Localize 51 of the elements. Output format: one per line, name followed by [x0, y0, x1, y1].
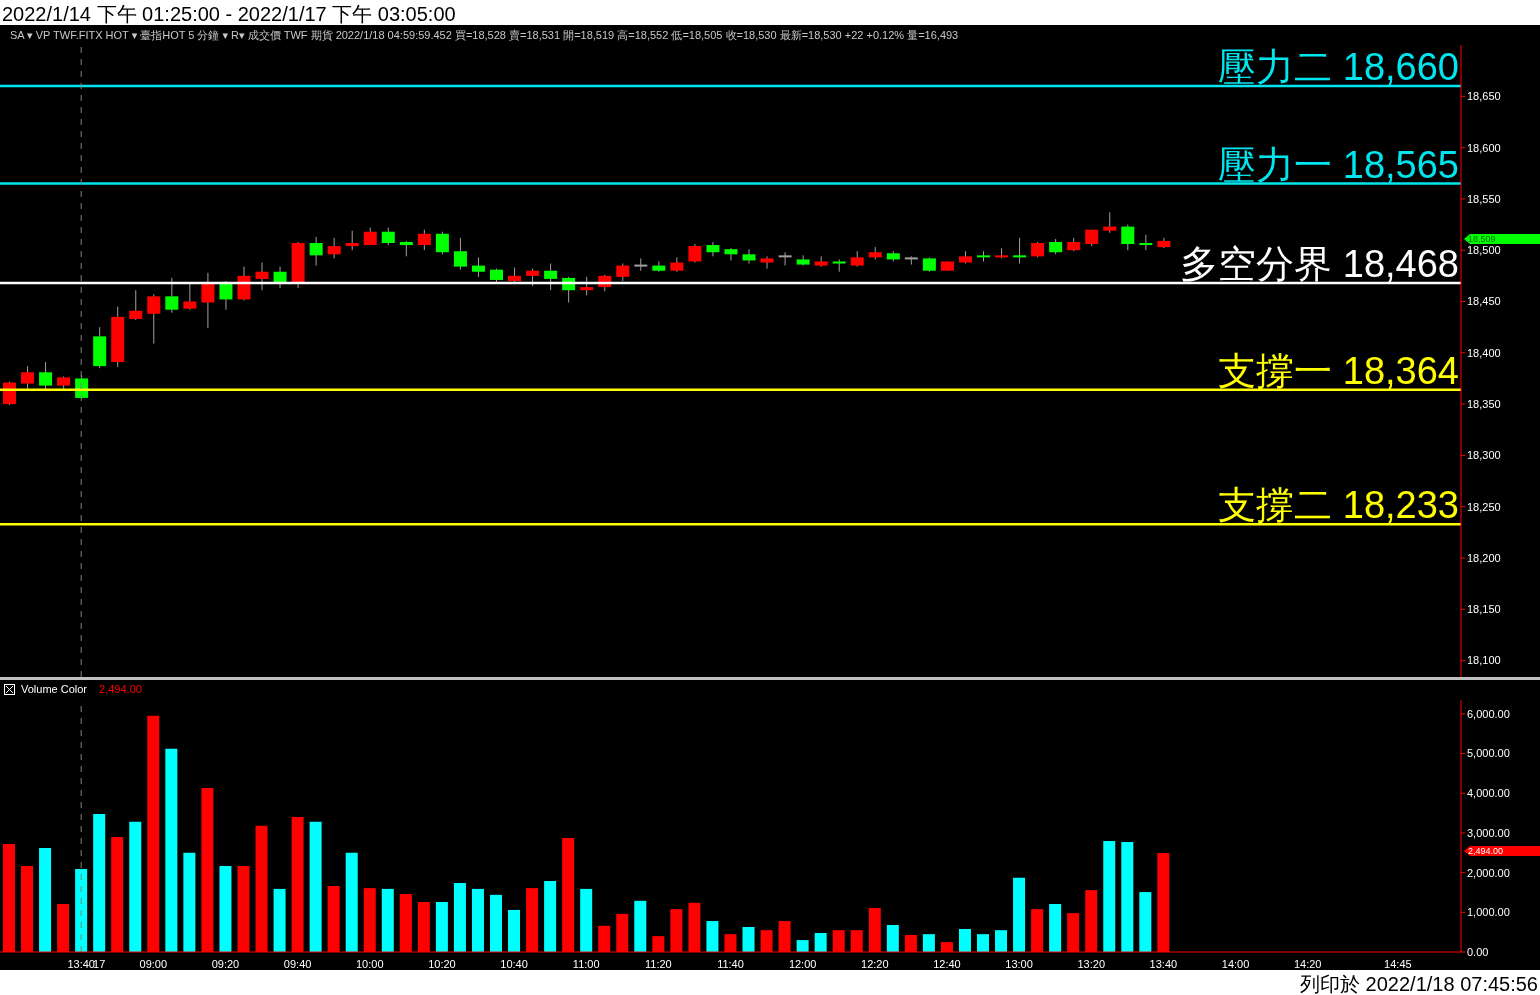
x-tick-label: 13:40 [1149, 957, 1178, 970]
x-tick-label: 14:45 [1384, 957, 1412, 970]
ref-line-label: 多空分界 18,468 [1180, 243, 1459, 286]
x-tick-label: 09:00 [139, 957, 168, 970]
x-tick-label: 10:00 [355, 957, 384, 970]
y-tick-label: 18,550 [1467, 192, 1501, 205]
ref-line-label: 壓力二 18,660 [1218, 46, 1459, 89]
x-tick-label: 09:40 [283, 957, 312, 970]
x-tick-label: 10:20 [428, 957, 456, 970]
y-tick-label: 18,250 [1467, 500, 1501, 513]
y-tick-label: 3,000.00 [1467, 826, 1510, 839]
y-tick-label: 0.00 [1467, 945, 1489, 958]
y-tick-label: 18,600 [1467, 141, 1501, 154]
chart-title: Volume Color [21, 683, 88, 695]
x-tick-label: 13:20 [1077, 957, 1106, 970]
text: 2,494.00 [1464, 846, 1540, 857]
y-tick-label: 2,000.00 [1467, 866, 1510, 879]
x-tick-label: 17 [93, 957, 106, 970]
x-tick-label: 09:20 [211, 957, 240, 970]
text: 18,509 [1464, 233, 1540, 244]
chart-subtitle: SA ▾ VP TWF.FITX HOT ▾ 臺指HOT 5 分鐘 ▾ R▾ 成交價 TWF 期貨 2022/1/18 04:59:59.452 買=18,528 賣=18,531 開=18,519 高=18,552 低=18,505 收=18,530 最新=18,530 +22 +0.12% 量=16,493 [10, 28, 959, 43]
text: 2,494.00 [99, 683, 142, 695]
x-tick-label: 11:20 [644, 957, 672, 970]
y-tick-label: 18,650 [1467, 90, 1501, 103]
y-tick-label: 6,000.00 [1467, 707, 1510, 720]
text: 列印於 2022/1/18 07:45:56 [1300, 972, 1538, 995]
y-tick-label: 4,000.00 [1467, 787, 1510, 800]
x-tick-label: 10:40 [500, 957, 528, 970]
y-tick-label: 1,000.00 [1467, 906, 1510, 919]
x-tick-label: 11:40 [717, 957, 744, 970]
ref-line-label: 支撐一 18,364 [1218, 349, 1459, 392]
y-tick-label: 18,500 [1467, 244, 1501, 257]
y-tick-label: 18,350 [1467, 398, 1501, 410]
x-tick-label: 12:00 [788, 957, 817, 970]
x-tick-label: 11:00 [572, 957, 600, 970]
x-tick-label: 14:00 [1221, 957, 1250, 970]
y-tick-label: 5,000.00 [1467, 747, 1510, 760]
y-tick-label: 18,100 [1467, 654, 1501, 667]
ref-line-label: 支撐二 18,233 [1218, 484, 1459, 527]
y-tick-label: 18,300 [1467, 449, 1501, 462]
ref-line-label: 壓力一 18,565 [1218, 143, 1459, 186]
chart-title: 2022/1/14 下午 01:25:00 - 2022/1/17 下午 03:05:00 [2, 2, 456, 27]
y-tick-label: 18,200 [1467, 551, 1501, 564]
y-tick-label: 18,450 [1467, 295, 1501, 308]
x-tick-label: 12:20 [861, 957, 889, 970]
y-tick-label: 18,150 [1467, 603, 1501, 616]
x-tick-label: 14:20 [1293, 957, 1322, 970]
x-tick-label: 12:40 [933, 957, 961, 970]
x-tick-label: 13:40 [67, 957, 95, 970]
y-tick-label: 18,400 [1467, 346, 1501, 359]
x-tick-label: 13:00 [1005, 957, 1033, 970]
